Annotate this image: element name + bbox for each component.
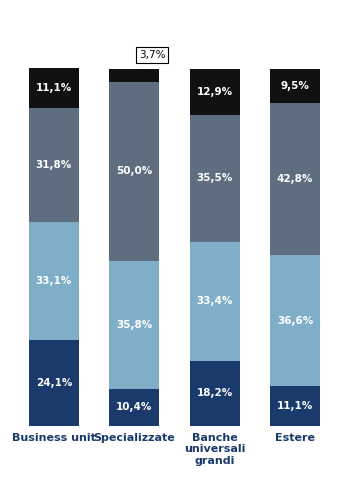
Text: 9,5%: 9,5% — [280, 81, 310, 91]
Bar — [270, 69, 320, 103]
Bar — [270, 103, 320, 256]
Text: 33,1%: 33,1% — [36, 276, 72, 286]
Bar — [29, 340, 79, 426]
Text: 3,7%: 3,7% — [139, 50, 165, 60]
Text: 10,4%: 10,4% — [116, 402, 153, 412]
Text: 33,4%: 33,4% — [196, 296, 233, 306]
Text: 50,0%: 50,0% — [116, 166, 152, 176]
Text: 11,1%: 11,1% — [277, 401, 313, 411]
Text: 12,9%: 12,9% — [197, 87, 233, 97]
Text: 24,1%: 24,1% — [36, 378, 72, 388]
Bar — [270, 386, 320, 426]
Bar — [190, 241, 239, 361]
Text: 42,8%: 42,8% — [277, 174, 313, 184]
Bar — [29, 221, 79, 340]
Bar — [190, 115, 239, 241]
Text: 35,5%: 35,5% — [197, 173, 233, 183]
Bar — [109, 82, 159, 261]
Bar — [190, 69, 239, 115]
Text: 31,8%: 31,8% — [36, 160, 72, 170]
Bar — [29, 68, 79, 108]
Text: 18,2%: 18,2% — [197, 388, 233, 398]
Text: 36,6%: 36,6% — [277, 316, 313, 326]
Bar — [109, 389, 159, 426]
Text: 11,1%: 11,1% — [36, 83, 72, 93]
Bar — [109, 69, 159, 82]
Bar — [109, 261, 159, 389]
Bar — [29, 108, 79, 221]
Bar — [270, 256, 320, 386]
Text: 35,8%: 35,8% — [116, 320, 152, 330]
Bar — [190, 361, 239, 426]
